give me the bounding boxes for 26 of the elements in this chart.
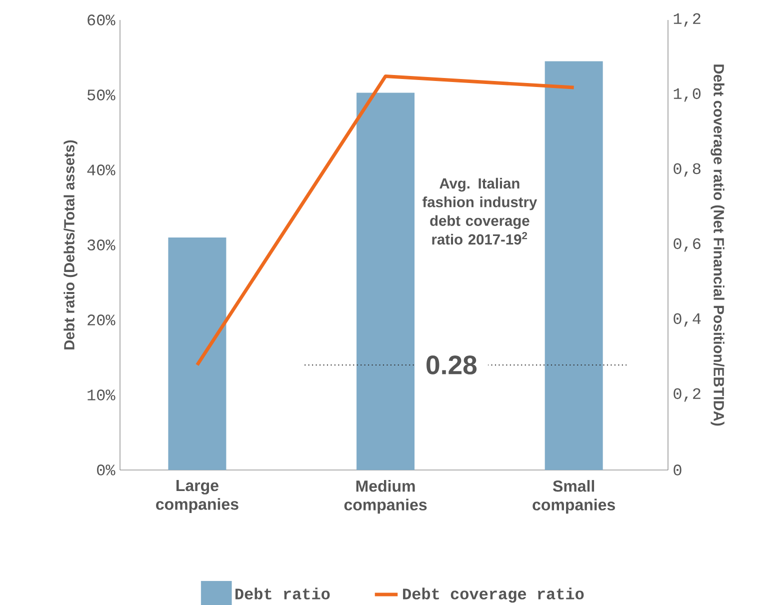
x-tick-label: Medium companies <box>344 480 427 514</box>
y2-tick-label: 0,6 <box>674 238 700 252</box>
bar <box>544 61 603 470</box>
y2-tick-label: 0,8 <box>674 163 700 177</box>
bar <box>168 237 226 470</box>
y-tick-label: 40% <box>87 164 116 176</box>
y2-axis-title: Debt coverage ratio (Net Financial Position/EBTIDA) <box>710 64 724 426</box>
y-tick-label: 10% <box>88 390 116 400</box>
legend-label: Debt ratio <box>235 588 330 600</box>
y2-tick-label: 0,4 <box>674 313 701 327</box>
y-tick-label: 20% <box>88 314 116 326</box>
y2-tick-label: 0,2 <box>674 388 700 402</box>
y-axis-title: Debt ratio (Debts/Total assets) <box>64 140 78 350</box>
x-tick-label: Small companies <box>532 480 615 514</box>
bar <box>356 92 415 470</box>
y-tick-label: 50% <box>87 90 116 100</box>
y2-tick-label: 1,2 <box>674 13 700 27</box>
y2-tick-label: 1,0 <box>674 88 701 102</box>
y-tick-label: 30% <box>87 240 116 250</box>
y2-tick-label: 0 <box>674 464 682 476</box>
y-tick-label: 60% <box>88 14 116 26</box>
x-tick-label: Large companies <box>156 480 238 514</box>
ref-line-label: 0.28 <box>426 356 477 374</box>
y-tick-label: 0% <box>97 464 116 476</box>
annotation: Avg. Italian fashion industry debt coverage ratio 2017-19$^{2}$ <box>422 178 538 245</box>
legend-label: Debt coverage ratio <box>403 588 584 603</box>
